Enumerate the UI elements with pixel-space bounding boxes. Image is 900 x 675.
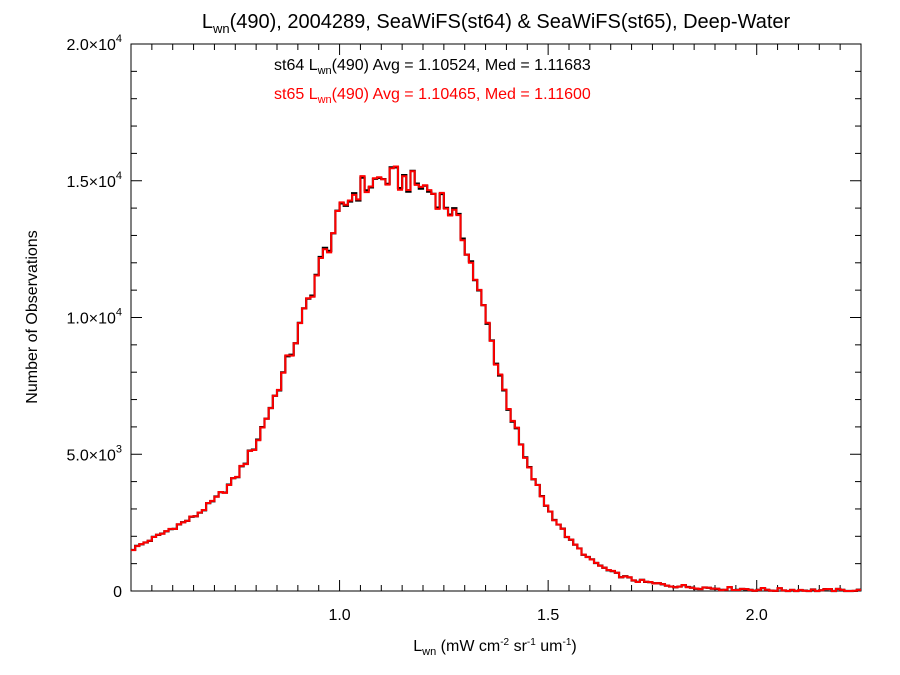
- y-axis-label: Number of Observations: [24, 230, 41, 403]
- series-group: [131, 165, 861, 593]
- annotation-st65-subscript: wn: [317, 94, 332, 106]
- annotation-st65-prefix: st65 L: [274, 86, 318, 103]
- chart-title-main: L: [202, 11, 213, 33]
- annotation-st64-subscript: wn: [317, 65, 332, 77]
- x-axis-label-unit-2-sup: -1: [562, 637, 571, 648]
- chart-title-subscript: wn: [212, 21, 230, 36]
- series-st64-line: [131, 166, 861, 593]
- series-st65-line: [131, 165, 861, 592]
- y-tick-label: 1.0×104: [66, 307, 122, 328]
- annotation-st65: st65 Lwn(490) Avg = 1.10465, Med = 1.116…: [274, 86, 591, 106]
- axis-ticks: 1.0 1.5 2.0 0 5.0×103 1.0×104 1.5×104 2.0×104: [66, 33, 862, 624]
- x-tick-label: 1.0: [328, 607, 350, 624]
- y-tick-label: 5.0×103: [66, 443, 122, 464]
- annotation-st64: st64 Lwn(490) Avg = 1.10524, Med = 1.116…: [274, 57, 591, 77]
- x-axis-label-unit-3: ): [571, 638, 576, 655]
- y-tick-label: 2.0×104: [66, 33, 122, 54]
- x-tick-label: 2.0: [746, 607, 768, 624]
- y-tick-label: 0: [113, 584, 122, 601]
- x-axis-label-unit-1: sr: [509, 638, 527, 655]
- chart-title: Lwn(490), 2004289, SeaWiFS(st64) & SeaWi…: [202, 11, 791, 36]
- x-axis-label-unit-0: (mW cm: [436, 638, 500, 655]
- x-axis-label: Lwn (mW cm-2 sr-1 um-1): [413, 637, 576, 658]
- x-axis-label-unit-0-sup: -2: [500, 637, 509, 648]
- annotation-st64-suffix: (490) Avg = 1.10524, Med = 1.11683: [332, 57, 591, 74]
- x-tick-label: 1.5: [537, 607, 559, 624]
- x-axis-label-unit-1-sup: -1: [527, 637, 536, 648]
- y-tick-label: 1.5×104: [66, 170, 122, 191]
- x-axis-label-unit-2: um: [536, 638, 563, 655]
- plot-frame: [130, 43, 862, 592]
- annotation-st64-prefix: st64 L: [274, 57, 318, 74]
- x-axis-label-main: L: [413, 638, 422, 655]
- x-axis-label-subscript: wn: [421, 646, 436, 658]
- annotation-st65-suffix: (490) Avg = 1.10465, Med = 1.11600: [332, 86, 591, 103]
- chart-title-rest: (490), 2004289, SeaWiFS(st64) & SeaWiFS(…: [230, 11, 791, 33]
